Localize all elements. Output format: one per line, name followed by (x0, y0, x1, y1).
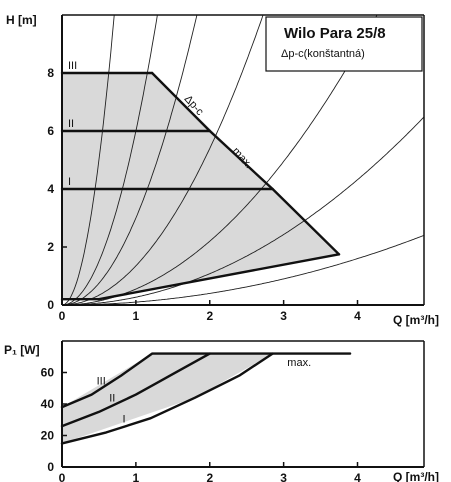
x-tick-label: 3 (280, 471, 287, 482)
system-curve-7 (62, 234, 424, 305)
system-curve-6 (62, 116, 424, 305)
speed-label-ii: II (68, 118, 74, 130)
operating-area (62, 353, 273, 444)
series-ii (60, 352, 212, 428)
y-axis-title: H [m] (6, 13, 37, 27)
y-tick-label: 2 (47, 240, 54, 254)
y-tick-label: 40 (41, 397, 55, 411)
legend-title: Wilo Para 25/8 (284, 25, 386, 42)
system-curve-3 (62, 15, 198, 305)
x-tick-label: 0 (59, 471, 66, 482)
system-curve-2 (62, 15, 158, 305)
y-tick-label: 60 (41, 366, 55, 380)
x-axis-title: Q [m³/h] (393, 313, 439, 327)
y-tick-label: 6 (47, 124, 54, 138)
x-tick-label: 4 (354, 309, 361, 323)
speed-label-iii: III (68, 60, 77, 72)
system-curve-4 (62, 15, 264, 305)
x-tick-label: 3 (280, 309, 287, 323)
x-tick-label: 4 (354, 471, 361, 482)
x-tick-label: 0 (59, 309, 66, 323)
y-tick-label: 8 (47, 66, 54, 80)
series-max (150, 71, 341, 256)
series-boundary-4 (60, 253, 341, 301)
y-tick-label: 20 (41, 429, 55, 443)
series-iii (60, 352, 352, 409)
annotation-max-0: max. (287, 357, 311, 369)
x-tick-label: 1 (133, 471, 140, 482)
x-tick-label: 1 (133, 309, 140, 323)
power-annotations: max. (287, 357, 311, 369)
legend-box (265, 16, 423, 72)
system-curve-1 (62, 15, 115, 305)
y-tick-label: 0 (47, 298, 54, 312)
speed-label-i: I (123, 413, 126, 425)
x-tick-label: 2 (206, 309, 213, 323)
head-ticks: 0 1 2 3 4 0 2 4 6 8 (47, 66, 361, 323)
y-tick-label: 0 (47, 460, 54, 474)
speed-label-ii: II (109, 392, 115, 404)
series-i (60, 352, 274, 445)
x-tick-label: 2 (206, 471, 213, 482)
legend-subtitle: Δp-c(konštantná) (281, 48, 365, 60)
x-axis-title: Q [m³/h] (393, 470, 439, 482)
speed-label-iii: III (97, 376, 106, 388)
y-tick-label: 4 (47, 182, 54, 196)
speed-label-i: I (68, 176, 71, 188)
y-axis-title: P₁ [W] (4, 343, 40, 357)
legend: Wilo Para 25/8 Δp-c(konštantná) (265, 16, 423, 72)
